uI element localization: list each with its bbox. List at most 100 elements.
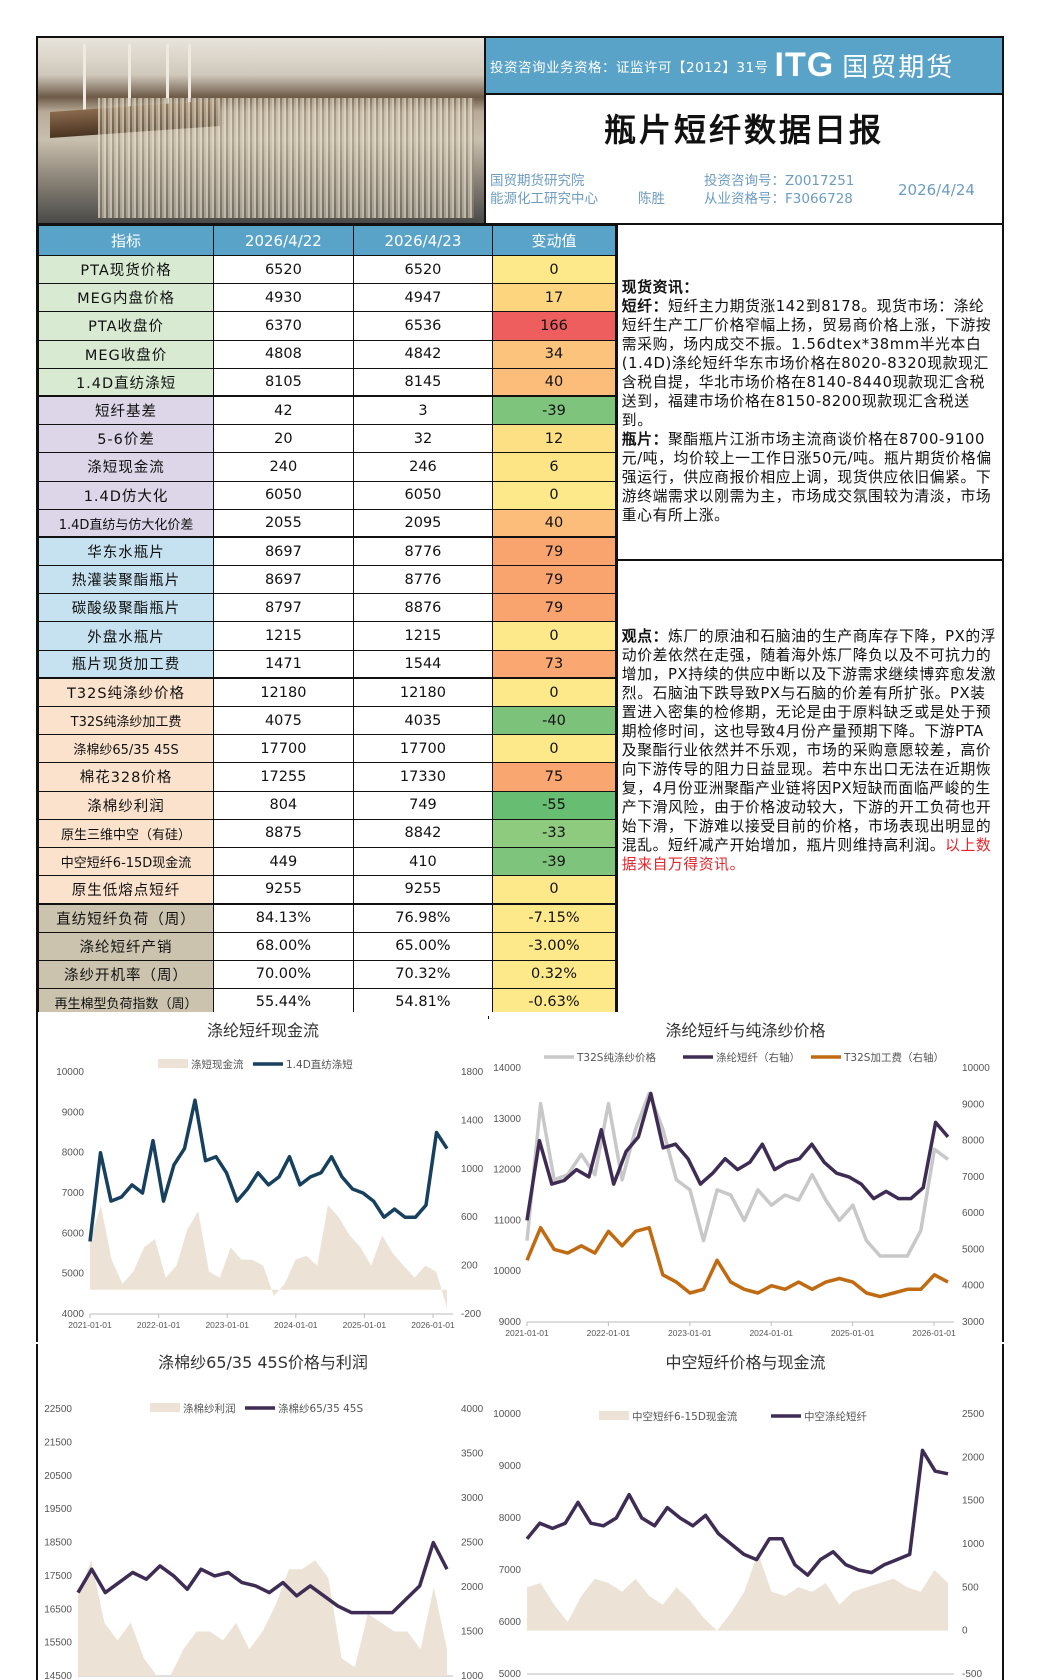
indicator-label: 外盘水瓶片 — [37, 621, 215, 651]
table-header-row: 指标 2026/4/22 2026/4/23 变动值 — [37, 225, 616, 256]
value-date1: 70.00% — [213, 959, 354, 989]
svg-text:1000: 1000 — [962, 1539, 985, 1550]
svg-text:涤棉纱65/35 45S: 涤棉纱65/35 45S — [278, 1402, 363, 1415]
indicator-label: 短纤基差 — [37, 395, 215, 426]
value-date1: 1215 — [213, 621, 354, 651]
change-value: -7.15% — [492, 903, 616, 933]
line-series — [76, 1540, 449, 1615]
indicator-label: T32S纯涤纱加工费 — [37, 705, 215, 736]
svg-text:21500: 21500 — [44, 1437, 72, 1448]
svg-text:9000: 9000 — [499, 1317, 522, 1328]
svg-text:1400: 1400 — [461, 1115, 484, 1126]
table-row: 涤纱开机率（周） 70.00% 70.32% 0.32% — [37, 959, 616, 989]
change-value: -33 — [492, 818, 616, 848]
institute-name: 国贸期货研究院 — [490, 173, 585, 189]
itg-logo: ITG — [774, 46, 835, 84]
chart-title: 涤棉纱65/35 45S价格与利润 — [158, 1353, 368, 1372]
change-value: 6 — [492, 452, 616, 482]
value-date1: 6370 — [213, 311, 354, 341]
indicator-label: 涤短现金流 — [37, 452, 215, 482]
svg-text:16500: 16500 — [44, 1604, 72, 1615]
source-note: 以上数据来自万得资讯。 — [621, 837, 992, 873]
svg-text:8000: 8000 — [62, 1148, 85, 1159]
value-date1: 4930 — [213, 283, 354, 313]
value-date2: 70.32% — [352, 959, 494, 989]
value-date1: 42 — [213, 395, 354, 426]
value-date2: 410 — [352, 846, 494, 877]
value-date2: 749 — [352, 790, 494, 820]
svg-text:1500: 1500 — [962, 1496, 985, 1507]
svg-text:8000: 8000 — [499, 1513, 522, 1524]
table-row: 外盘水瓶片 1215 1215 0 — [37, 621, 616, 651]
change-value: 73 — [492, 649, 616, 679]
chart-title: 涤纶短纤与纯涤纱价格 — [665, 1021, 825, 1040]
change-value: -39 — [492, 395, 616, 426]
view-text: 炼厂的原油和石脑油的生产商库存下降，PX的浮动价差依然在走强，随着海外炼厂降负以… — [621, 628, 997, 854]
svg-text:2500: 2500 — [962, 1409, 985, 1420]
svg-text:20500: 20500 — [44, 1471, 72, 1482]
value-date1: 6520 — [213, 254, 354, 285]
value-date1: 68.00% — [213, 931, 354, 961]
svg-text:2021-01-01: 2021-01-01 — [68, 1320, 112, 1330]
svg-text:2024-01-01: 2024-01-01 — [274, 1320, 318, 1330]
svg-text:18500: 18500 — [44, 1538, 72, 1549]
value-date1: 8875 — [213, 818, 354, 848]
report-title: 瓶片短纤数据日报 — [603, 111, 884, 149]
value-date2: 6520 — [352, 254, 494, 285]
col-header-indicator: 指标 — [37, 225, 215, 256]
value-date2: 65.00% — [352, 931, 494, 961]
indicator-label: 原生低熔点短纤 — [37, 875, 215, 905]
svg-text:13000: 13000 — [493, 1114, 521, 1125]
svg-text:5000: 5000 — [62, 1269, 85, 1280]
indicator-label: 1.4D仿大化 — [37, 480, 215, 510]
value-date2: 76.98% — [352, 903, 494, 933]
table-row: 热灌装聚酯瓶片 8697 8776 79 — [37, 565, 616, 595]
change-value: 166 — [492, 311, 616, 341]
value-date2: 1544 — [352, 649, 494, 679]
change-value: 79 — [492, 565, 616, 595]
change-value: 12 — [492, 424, 616, 454]
svg-text:4000: 4000 — [461, 1404, 484, 1415]
svg-text:7000: 7000 — [499, 1565, 522, 1576]
table-row: PTA收盘价 6370 6536 166 — [37, 311, 616, 341]
pf-label: 短纤： — [621, 298, 668, 315]
table-row: 碳酸级聚酯瓶片 8797 8876 79 — [37, 593, 616, 623]
svg-text:T32S加工费（右轴）: T32S加工费（右轴） — [843, 1051, 944, 1064]
indicator-label: 涤纱开机率（周） — [37, 959, 215, 989]
indicator-label: 涤棉纱65/35 45S — [37, 734, 215, 764]
table-row: PTA现货价格 6520 6520 0 — [37, 254, 616, 285]
col-header-date1: 2026/4/22 — [213, 225, 354, 256]
value-date1: 2055 — [213, 508, 354, 538]
value-date1: 4808 — [213, 339, 354, 369]
table-row: 涤棉纱65/35 45S 17700 17700 0 — [37, 734, 616, 764]
svg-text:-200: -200 — [461, 1309, 481, 1320]
table-row: T32S纯涤纱价格 12180 12180 0 — [37, 677, 616, 708]
svg-text:T32S纯涤纱价格: T32S纯涤纱价格 — [576, 1051, 656, 1064]
svg-text:10000: 10000 — [493, 1266, 521, 1277]
svg-text:2500: 2500 — [461, 1538, 484, 1549]
svg-text:2025-01-01: 2025-01-01 — [831, 1328, 875, 1338]
svg-text:2026-01-01: 2026-01-01 — [912, 1328, 956, 1338]
indicator-label: 涤棉纱利润 — [37, 790, 215, 820]
change-value: 40 — [492, 508, 616, 538]
table-row: 1.4D直纺与仿大化价差 2055 2095 40 — [37, 508, 616, 538]
table-row: 中空短纤6-15D现金流 449 410 -39 — [37, 846, 616, 877]
svg-text:2025-01-01: 2025-01-01 — [343, 1320, 387, 1330]
spot-heading: 现货资讯： — [621, 279, 699, 296]
line-series — [525, 1091, 950, 1258]
svg-text:14500: 14500 — [44, 1671, 72, 1680]
table-row: 棉花328价格 17255 17330 75 — [37, 762, 616, 792]
indicator-label: PTA收盘价 — [37, 311, 215, 341]
svg-text:中空涤纶短纤: 中空涤纶短纤 — [804, 1410, 867, 1423]
change-value: 75 — [492, 762, 616, 792]
indicator-label: MEG收盘价 — [37, 339, 215, 369]
change-value: -55 — [492, 790, 616, 820]
svg-text:2000: 2000 — [962, 1452, 985, 1463]
svg-text:1000: 1000 — [461, 1671, 484, 1680]
table-row: 涤棉纱利润 804 749 -55 — [37, 790, 616, 820]
commentary-panel: 现货资讯： 短纤：短纤主力期货涨142到8178。现货市场：涤纶短纤生产工厂价格… — [615, 225, 1002, 1018]
view-label: 观点： — [621, 628, 668, 645]
value-date1: 804 — [213, 790, 354, 820]
value-date2: 9255 — [352, 875, 494, 905]
change-value: 17 — [492, 283, 616, 313]
